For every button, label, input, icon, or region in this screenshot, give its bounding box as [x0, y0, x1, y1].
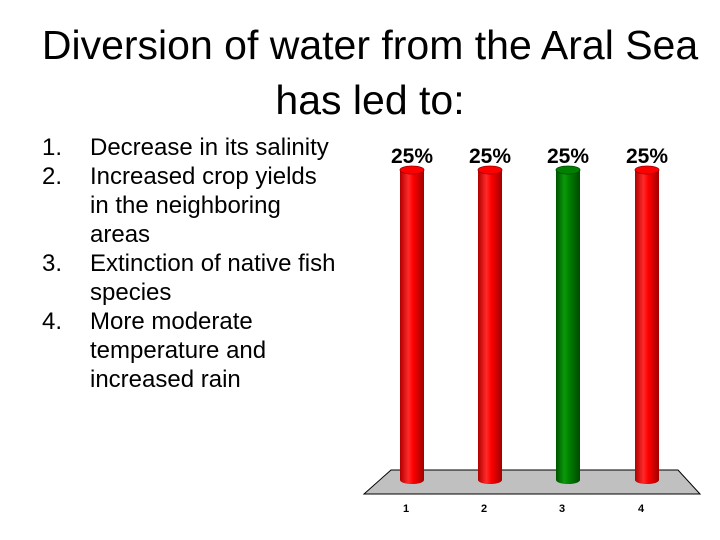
answer-choice-text: Increased crop yields in the neighboring… — [90, 163, 317, 248]
bar-1 — [400, 170, 424, 480]
answer-choices: 1. Decrease in its salinity 2. Increased… — [42, 133, 342, 394]
x-tick-label-2: 2 — [481, 503, 487, 515]
bar-cap-1 — [399, 165, 425, 175]
slide-title: Diversion of water from the Aral Sea has… — [41, 22, 699, 123]
answer-choice-text: Decrease in its salinity — [90, 134, 329, 161]
answer-choice-text: More moderate temperature and increased … — [90, 308, 267, 393]
answer-choice-1: 1. Decrease in its salinity — [42, 133, 342, 162]
bars-layer — [399, 165, 660, 484]
bar-cap-2 — [477, 165, 503, 175]
x-tick-label-1: 1 — [403, 503, 409, 515]
data-label-3: 25% — [547, 145, 589, 168]
bar-cap-4 — [634, 165, 660, 175]
data-label-1: 25% — [391, 145, 433, 168]
bar-base-2 — [478, 476, 502, 484]
answer-choice-3: 3. Extinction of native fish species — [42, 249, 342, 307]
bar-3 — [556, 170, 580, 480]
answer-choice-number: 3. — [42, 250, 63, 277]
bar-2 — [478, 170, 502, 480]
answer-choice-number: 2. — [42, 163, 63, 190]
answer-choice-4: 4. More moderate temperature and increas… — [42, 307, 342, 394]
answer-choice-2: 2. Increased crop yields in the neighbor… — [42, 162, 342, 249]
bar-base-3 — [556, 476, 580, 484]
data-label-4: 25% — [626, 145, 668, 168]
answer-choice-number: 4. — [42, 308, 63, 335]
bar-cap-3 — [555, 165, 581, 175]
answer-choice-number: 1. — [42, 134, 63, 161]
x-tick-label-3: 3 — [559, 503, 565, 515]
answer-choice-text: Extinction of native fish species — [90, 250, 336, 306]
x-tick-label-4: 4 — [638, 503, 645, 515]
bar-4 — [635, 170, 659, 480]
chart-floor — [362, 469, 702, 495]
bar-base-4 — [635, 476, 659, 484]
labels-layer: 25% 1 25% 2 25% 3 25% 4 — [391, 145, 668, 515]
bar-base-1 — [400, 476, 424, 484]
data-label-2: 25% — [469, 145, 511, 168]
